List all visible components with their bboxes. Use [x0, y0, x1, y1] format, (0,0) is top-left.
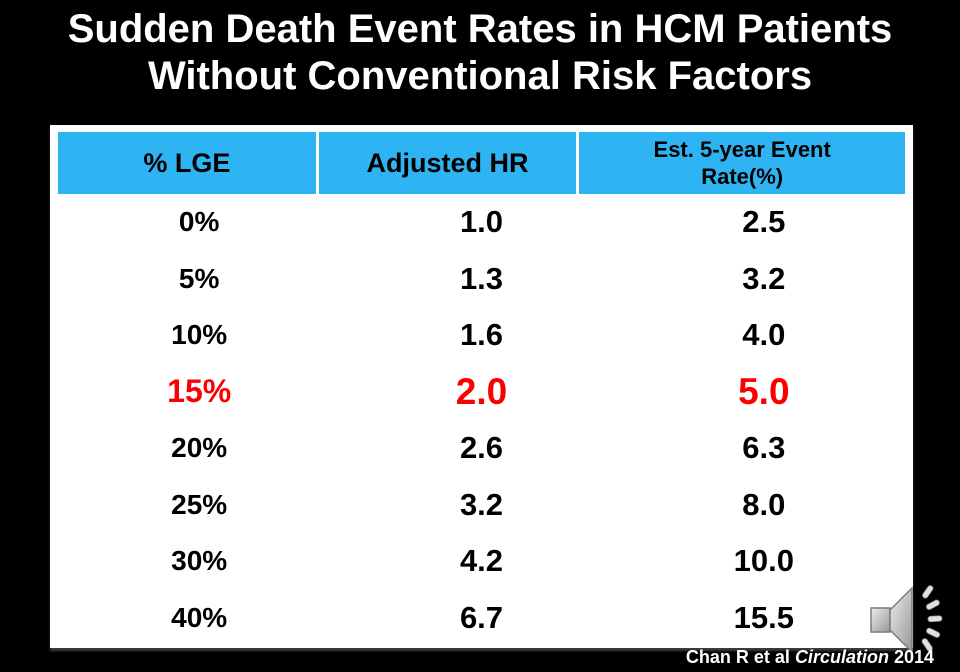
cell-lge: 30% — [171, 545, 228, 577]
slide-title: Sudden Death Event Rates in HCM Patients… — [0, 6, 960, 100]
citation: Chan R et al Circulation 2014 — [686, 647, 934, 668]
cell-event-rate: 2.5 — [742, 204, 786, 240]
column-header-lge: % LGE — [58, 132, 316, 194]
cell-event-rate: 4.0 — [742, 317, 786, 353]
cell-adjusted-hr: 1.6 — [459, 317, 504, 353]
table-body: 0% 1.0 2.5 5% 1.3 3.2 10% 1.6 4.0 15% 2.0 5.0 20% 2.6… — [58, 194, 905, 646]
cell-event-rate: 3.2 — [742, 260, 786, 296]
cell-lge: 25% — [171, 488, 228, 520]
cell-adjusted-hr: 4.2 — [459, 543, 504, 579]
cell-lge: 15% — [167, 373, 232, 410]
sound-waves-shape — [921, 585, 943, 652]
table-row: 20% 2.6 6.3 — [58, 420, 905, 477]
cell-adjusted-hr: 2.0 — [455, 370, 508, 412]
cell-lge: 0% — [178, 206, 220, 238]
cell-adjusted-hr: 2.6 — [459, 430, 504, 466]
column-header-event-rate: Est. 5-year Event Rate(%) — [579, 132, 906, 194]
table-row: 40% 6.7 15.5 — [58, 590, 905, 647]
cell-lge: 10% — [171, 319, 228, 351]
cell-lge: 20% — [171, 432, 228, 464]
cell-adjusted-hr: 1.3 — [459, 260, 504, 296]
cell-adjusted-hr: 6.7 — [459, 599, 504, 635]
citation-year: 2014 — [888, 647, 934, 667]
cell-event-rate: 5.0 — [738, 370, 790, 412]
cell-adjusted-hr: 3.2 — [459, 486, 504, 522]
cell-event-rate: 8.0 — [742, 486, 786, 522]
table-row: 0% 1.0 2.5 — [58, 194, 905, 251]
citation-authors: Chan R et al — [685, 647, 795, 667]
cell-event-rate: 15.5 — [733, 599, 794, 635]
cell-lge: 5% — [178, 262, 220, 294]
table-row: 10% 1.6 4.0 — [58, 307, 905, 364]
data-table: % LGE Adjusted HR Est. 5-year Event Rate… — [50, 125, 913, 648]
table-row: 15% 2.0 5.0 — [58, 364, 905, 421]
column-header-adjusted-hr: Adjusted HR — [318, 132, 577, 194]
cell-lge: 40% — [171, 601, 228, 633]
cell-adjusted-hr: 1.0 — [459, 204, 504, 240]
title-line-1: Sudden Death Event Rates in HCM Patients — [67, 7, 893, 51]
cell-event-rate: 10.0 — [733, 543, 794, 579]
speaker-body-shape — [870, 586, 913, 654]
title-line-2: Without Conventional Risk Factors — [147, 54, 813, 99]
citation-journal: Circulation — [794, 647, 889, 667]
table-header-row: % LGE Adjusted HR Est. 5-year Event Rate… — [58, 132, 906, 194]
table-row: 5% 1.3 3.2 — [58, 251, 905, 308]
table-row: 25% 3.2 8.0 — [58, 477, 905, 534]
cell-event-rate: 6.3 — [742, 430, 786, 466]
speaker-icon[interactable] — [860, 581, 954, 659]
table-row: 30% 4.2 10.0 — [58, 533, 905, 590]
